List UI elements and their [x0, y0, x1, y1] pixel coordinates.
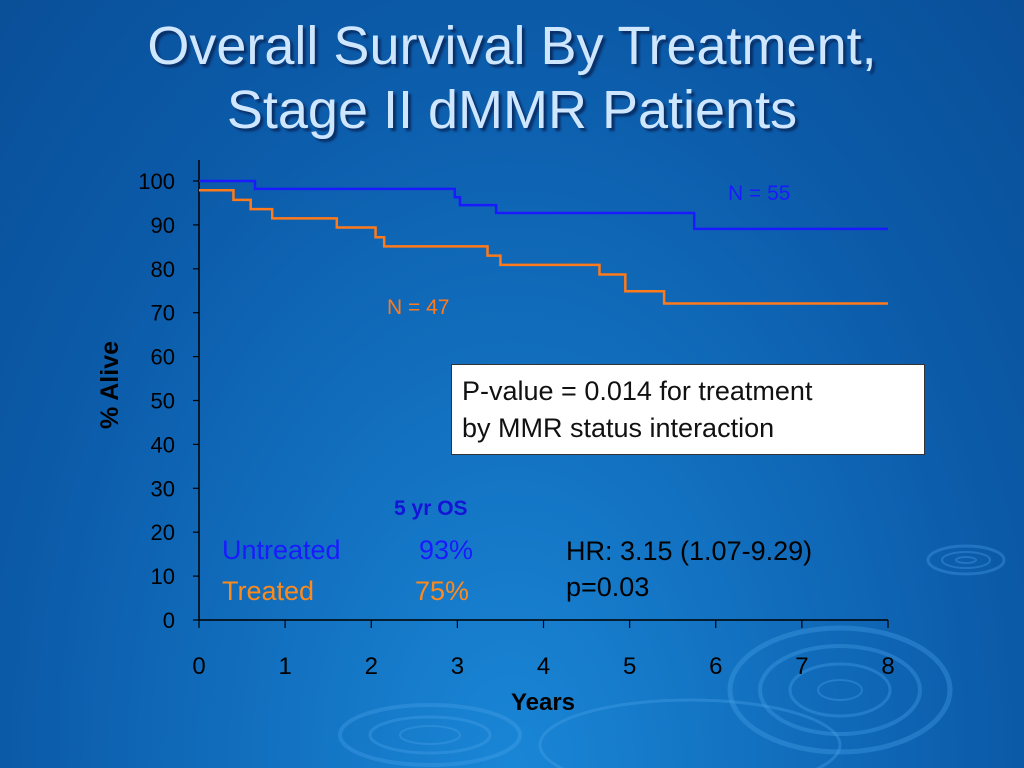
- x-tick-label: 5: [623, 653, 636, 680]
- x-tick-label: 8: [881, 653, 894, 680]
- x-tick-label: 3: [451, 653, 464, 680]
- hr-line: HR: 3.15 (1.07-9.29): [566, 536, 813, 566]
- hazard-ratio: HR: 3.15 (1.07-9.29) p=0.03: [566, 533, 812, 605]
- x-tick-label: 2: [365, 653, 378, 680]
- hr-pvalue-line: p=0.03: [566, 572, 650, 602]
- os-header: 5 yr OS: [394, 497, 468, 520]
- y-tick-label: 100: [138, 169, 175, 194]
- y-tick-label: 30: [151, 476, 175, 501]
- y-tick-label: 60: [151, 345, 175, 370]
- y-tick-label: 90: [151, 213, 175, 238]
- os-untreated-label: Untreated: [222, 535, 341, 565]
- x-tick-label: 7: [795, 653, 808, 680]
- y-tick-label: 10: [151, 564, 175, 589]
- series-label-n55: N = 55: [728, 182, 790, 205]
- x-tick-label: 0: [192, 653, 205, 680]
- chart-axes: 0 10 20 30 40 50 60 70 80 90 100 0 1 2 3 4 5 6 7 8: [138, 160, 895, 680]
- series-line-treated: [199, 188, 888, 305]
- os-treated-value: 75%: [415, 576, 470, 606]
- chart-series: N = 55 N = 47: [199, 179, 888, 319]
- os-treated-label: Treated: [222, 576, 315, 606]
- y-tick-label: 20: [151, 520, 175, 545]
- slide-title: Overall Survival By Treatment, Stage II …: [147, 16, 877, 140]
- y-axis-label: % Alive: [96, 341, 124, 429]
- x-tick-label: 6: [709, 653, 722, 680]
- y-tick-label: 80: [151, 257, 175, 282]
- x-tick-label: 1: [278, 653, 291, 680]
- pvalue-box: P-value = 0.014 for treatment by MMR sta…: [451, 364, 925, 455]
- os-untreated-value: 93%: [419, 535, 474, 565]
- y-tick-label: 70: [151, 301, 175, 326]
- series-line-untreated: [199, 179, 888, 231]
- x-axis-label: Years: [511, 689, 575, 716]
- y-tick-label: 0: [163, 608, 175, 633]
- y-tick-label: 40: [151, 432, 175, 457]
- pvalue-line-2: by MMR status interaction: [462, 413, 775, 443]
- y-tick-label: 50: [151, 389, 175, 414]
- x-tick-label: 4: [537, 653, 550, 680]
- series-label-n47: N = 47: [387, 296, 449, 319]
- pvalue-line-1: P-value = 0.014 for treatment: [462, 376, 813, 406]
